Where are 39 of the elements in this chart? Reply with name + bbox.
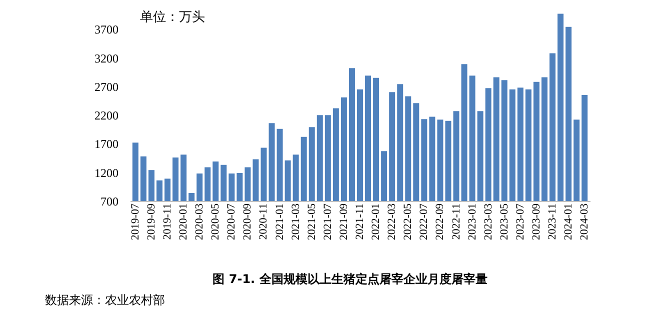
x-tick-label: 2022-01 <box>370 204 382 240</box>
x-tick-label: 2022-09 <box>434 203 446 240</box>
x-tick-label: 2020-05 <box>210 203 222 240</box>
x-tick-label: 2022-03 <box>386 203 398 240</box>
x-tick-label: 2019-09 <box>145 203 158 240</box>
y-tick-label: 3200 <box>94 51 118 66</box>
x-tick-label: 2019-11 <box>162 204 174 240</box>
x-tick-label: 2021-01 <box>274 204 286 240</box>
y-tick-label: 1700 <box>94 137 118 152</box>
x-tick-label: 2023-01 <box>466 204 478 240</box>
y-tick-label: 2700 <box>94 80 118 94</box>
x-tick-label: 2023-09 <box>530 203 542 240</box>
x-tick-label: 2021-05 <box>306 203 318 240</box>
annotation: 单位：万头 <box>140 9 205 24</box>
y-tick-label: 700 <box>100 194 118 208</box>
x-tick-label: 2023-03 <box>482 203 494 240</box>
x-tick-label: 2023-11 <box>546 204 558 240</box>
y-tick-label: 3700 <box>94 22 118 37</box>
source-note: 数据来源：农业农村部 <box>45 293 165 307</box>
x-tick-label: 2023-05 <box>498 203 510 240</box>
x-tick-label: 2019-07 <box>129 203 142 240</box>
y-tick-label: 2200 <box>94 108 118 123</box>
y-tick-label: 1200 <box>94 166 118 180</box>
x-tick-label: 2020-01 <box>178 204 190 240</box>
text: 图 7-1. 全国规模以上生猪定点屠宰企业月度屠宰量 <box>212 272 488 286</box>
x-tick-label: 2021-11 <box>354 204 366 240</box>
x-tick-label: 2020-07 <box>226 203 238 240</box>
x-tick-label: 2020-09 <box>242 203 254 240</box>
x-tick-label: 2020-03 <box>194 203 206 240</box>
x-tick-label: 2021-03 <box>290 203 302 240</box>
x-tick-label: 2022-07 <box>418 203 430 240</box>
x-tick-label: 2024-01 <box>562 204 575 240</box>
x-tick-label: 2024-03 <box>578 203 591 240</box>
x-tick-label: 2021-09 <box>338 203 350 240</box>
x-tick-label: 2023-07 <box>514 203 526 240</box>
x-tick-label: 2022-05 <box>402 203 414 240</box>
x-tick-label: 2021-07 <box>322 203 334 240</box>
x-tick-label: 2020-11 <box>258 204 270 240</box>
x-tick-label: 2022-11 <box>450 204 462 240</box>
